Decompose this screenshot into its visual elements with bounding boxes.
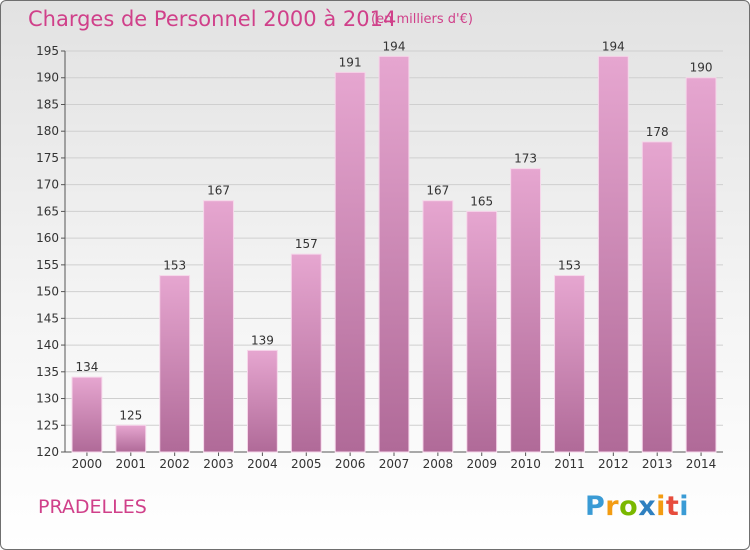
value-label-2013: 178 — [646, 125, 669, 139]
proxiti-logo: Proxiti — [585, 491, 689, 522]
value-label-2007: 194 — [383, 39, 406, 53]
bar-2004 — [246, 349, 278, 453]
bar-2007 — [378, 55, 410, 453]
x-tick-label-2006: 2006 — [335, 457, 366, 471]
bar-2003 — [203, 200, 234, 453]
x-tick-label-2004: 2004 — [247, 457, 278, 471]
x-tick-label-2008: 2008 — [423, 457, 454, 471]
value-label-2006: 191 — [339, 55, 362, 69]
bar-2000 — [71, 376, 103, 453]
y-tick-label: 165 — [36, 204, 59, 218]
y-tick-label: 120 — [36, 445, 59, 459]
bar-2012 — [597, 55, 629, 453]
value-label-2003: 167 — [207, 184, 230, 198]
chart-title: Charges de Personnel 2000 à 2014 — [28, 7, 397, 31]
x-tick-label-2014: 2014 — [686, 457, 717, 471]
x-tick-label-2013: 2013 — [642, 457, 673, 471]
x-tick-label-2001: 2001 — [116, 457, 147, 471]
bar-2014 — [685, 77, 717, 453]
bar-2009 — [466, 210, 498, 453]
y-tick-label: 185 — [36, 97, 59, 111]
logo-letter: t — [665, 491, 680, 522]
logo-letter: x — [638, 491, 657, 522]
value-label-2001: 125 — [119, 408, 142, 422]
y-tick-label: 155 — [36, 258, 59, 272]
x-tick-label-2010: 2010 — [510, 457, 541, 471]
bar-2001 — [115, 424, 147, 453]
y-tick-label: 190 — [36, 71, 59, 85]
y-tick-label: 160 — [36, 231, 59, 245]
logo-letter: o — [619, 491, 639, 522]
value-label-2000: 134 — [75, 360, 98, 374]
value-label-2011: 153 — [558, 259, 581, 273]
chart-subtitle: (en milliers d'€) — [371, 12, 473, 27]
bar-2011 — [554, 275, 585, 453]
x-tick-label-2011: 2011 — [554, 457, 585, 471]
logo-letter: i — [679, 491, 690, 522]
value-label-2008: 167 — [426, 184, 449, 198]
logo-letter: r — [605, 491, 620, 522]
value-label-2004: 139 — [251, 333, 274, 347]
logo-letter: P — [585, 491, 606, 522]
x-tick-label-2012: 2012 — [598, 457, 629, 471]
y-tick-label: 195 — [36, 44, 59, 58]
y-tick-label: 150 — [36, 285, 59, 299]
y-tick-label: 175 — [36, 151, 59, 165]
bar-2002 — [159, 275, 191, 453]
logo-letter: i — [656, 491, 666, 522]
y-tick-label: 125 — [36, 418, 59, 432]
bar-2006 — [334, 71, 366, 453]
value-label-2010: 173 — [514, 152, 537, 166]
x-tick-label-2003: 2003 — [203, 457, 234, 471]
x-tick-label-2009: 2009 — [466, 457, 497, 471]
x-tick-label-2007: 2007 — [379, 457, 410, 471]
x-tick-label-2002: 2002 — [159, 457, 190, 471]
y-tick-label: 170 — [36, 178, 59, 192]
value-label-2012: 194 — [602, 39, 625, 53]
y-tick-label: 140 — [36, 338, 59, 352]
bar-2008 — [422, 200, 454, 453]
y-tick-label: 130 — [36, 392, 59, 406]
bar-2010 — [510, 168, 542, 453]
y-tick-label: 135 — [36, 365, 59, 379]
value-label-2014: 190 — [690, 61, 713, 75]
y-tick-label: 145 — [36, 311, 59, 325]
bar-2013 — [641, 141, 673, 453]
place-name: PRADELLES — [38, 496, 147, 518]
value-label-2009: 165 — [470, 194, 493, 208]
x-tick-label-2005: 2005 — [291, 457, 322, 471]
value-label-2005: 157 — [295, 237, 318, 251]
bar-2005 — [290, 253, 322, 453]
x-tick-label-2000: 2000 — [72, 457, 103, 471]
value-label-2002: 153 — [163, 259, 186, 273]
y-tick-label: 180 — [36, 124, 59, 138]
